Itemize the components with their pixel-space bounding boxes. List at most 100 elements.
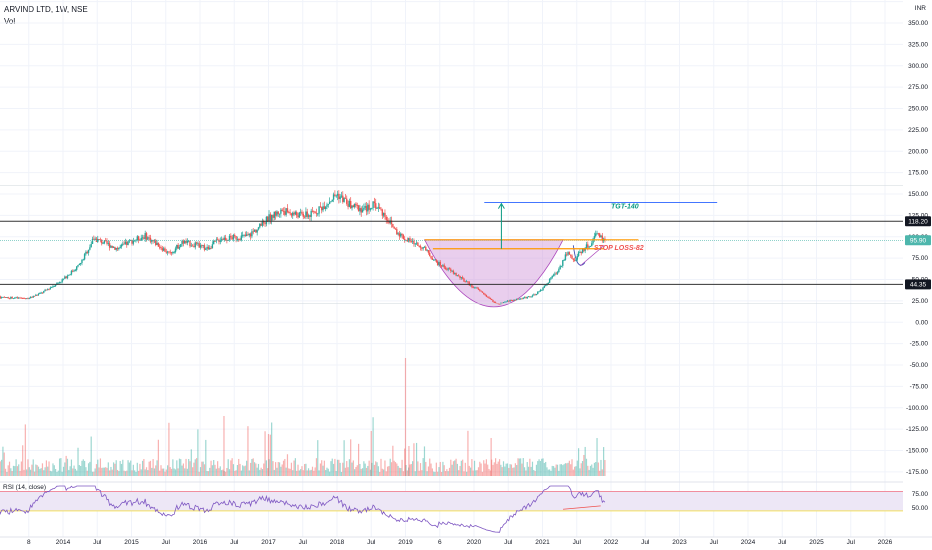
candle-body xyxy=(438,262,440,266)
candle-body xyxy=(385,216,387,220)
candle-body xyxy=(537,291,539,294)
candle-body xyxy=(400,233,402,237)
volume-bar xyxy=(253,462,256,476)
volume-bar xyxy=(384,460,386,476)
candle-body xyxy=(359,208,361,212)
candle-body xyxy=(413,240,415,245)
candle-body xyxy=(388,220,390,224)
candle-body xyxy=(265,216,268,225)
price-tick-label: 225.00 xyxy=(908,127,928,134)
candle-body xyxy=(35,294,37,297)
volume-bar xyxy=(60,458,62,476)
price-tick-label: -175.00 xyxy=(906,469,928,476)
time-tick-label: 2019 xyxy=(398,539,413,546)
candle-body xyxy=(598,233,601,238)
volume-bar xyxy=(373,464,376,476)
volume-bar xyxy=(292,470,294,476)
volume-bar xyxy=(570,464,572,476)
candle-body xyxy=(151,240,153,242)
candle-body xyxy=(240,235,243,240)
volume-bar xyxy=(460,460,462,476)
volume-bar xyxy=(371,462,373,476)
candle-body xyxy=(252,231,254,233)
volume-bar xyxy=(231,458,233,476)
volume-bar xyxy=(69,466,71,476)
candle-body xyxy=(74,269,77,271)
volume-bar xyxy=(178,458,181,476)
candle-body xyxy=(61,279,63,282)
candle-body xyxy=(119,246,121,249)
volume-bar xyxy=(369,469,372,476)
volume-bar xyxy=(278,462,281,476)
volume-bar xyxy=(597,462,599,476)
volume-bar xyxy=(305,463,307,476)
volume-bar xyxy=(508,467,510,476)
volume-bar xyxy=(481,471,484,476)
volume-bar xyxy=(267,468,269,476)
volume-bar xyxy=(584,446,586,476)
volume-bar xyxy=(51,471,53,476)
candle-body xyxy=(110,246,112,248)
volume-bar xyxy=(222,469,224,476)
volume-bar xyxy=(473,460,476,476)
volume-bar xyxy=(592,467,594,476)
candle-body xyxy=(232,235,235,240)
candle-body xyxy=(323,206,326,210)
candle-body xyxy=(33,295,36,297)
volume-bar xyxy=(198,471,200,476)
candle-body xyxy=(430,256,432,259)
volume-bar xyxy=(325,469,327,476)
volume-bar xyxy=(477,467,480,476)
volume-bar xyxy=(166,465,169,476)
candle-body xyxy=(321,207,323,211)
volume-bar xyxy=(215,468,217,476)
volume-bar xyxy=(135,471,137,476)
candle-body xyxy=(335,195,337,197)
volume-bar xyxy=(126,470,128,476)
candle-body xyxy=(384,212,386,217)
volume-bar xyxy=(404,358,407,476)
candle-body xyxy=(253,230,256,232)
candle-body xyxy=(116,248,119,250)
candle-body xyxy=(419,246,422,248)
volume-bar xyxy=(15,459,17,476)
candle-body xyxy=(218,239,220,242)
candle-body xyxy=(161,248,164,251)
volume-bar xyxy=(280,466,282,476)
candle-body xyxy=(514,299,517,301)
volume-bar xyxy=(62,466,65,476)
volume-bar xyxy=(404,448,406,476)
candle-body xyxy=(86,251,88,253)
volume-bar xyxy=(566,463,568,476)
candle-body xyxy=(160,247,162,249)
candle-body xyxy=(269,214,272,221)
candle-body xyxy=(195,242,198,244)
candle-body xyxy=(526,296,528,299)
candle-body xyxy=(548,279,551,283)
candle-body xyxy=(597,233,600,235)
candle-body xyxy=(82,259,84,261)
volume-bar xyxy=(600,459,602,476)
volume-bar xyxy=(599,470,601,476)
volume-bar xyxy=(579,468,581,476)
candle-body xyxy=(394,228,397,230)
volume-bar xyxy=(587,465,589,476)
volume-bar xyxy=(303,464,306,476)
volume-bar xyxy=(276,467,278,476)
volume-bar xyxy=(174,469,177,476)
volume-bar xyxy=(588,469,590,476)
volume-bar xyxy=(443,465,445,476)
volume-bar xyxy=(232,464,235,476)
candle-body xyxy=(45,289,48,291)
volume-bar xyxy=(339,462,341,476)
volume-bar xyxy=(326,467,328,476)
volume-bar xyxy=(282,460,285,476)
candle-body xyxy=(529,296,531,298)
volume-bar xyxy=(176,460,178,476)
candle-body xyxy=(348,200,351,207)
candle-body xyxy=(103,240,106,244)
candle-body xyxy=(139,240,141,241)
candle-body xyxy=(566,254,568,256)
time-tick-label: 2023 xyxy=(672,539,687,546)
